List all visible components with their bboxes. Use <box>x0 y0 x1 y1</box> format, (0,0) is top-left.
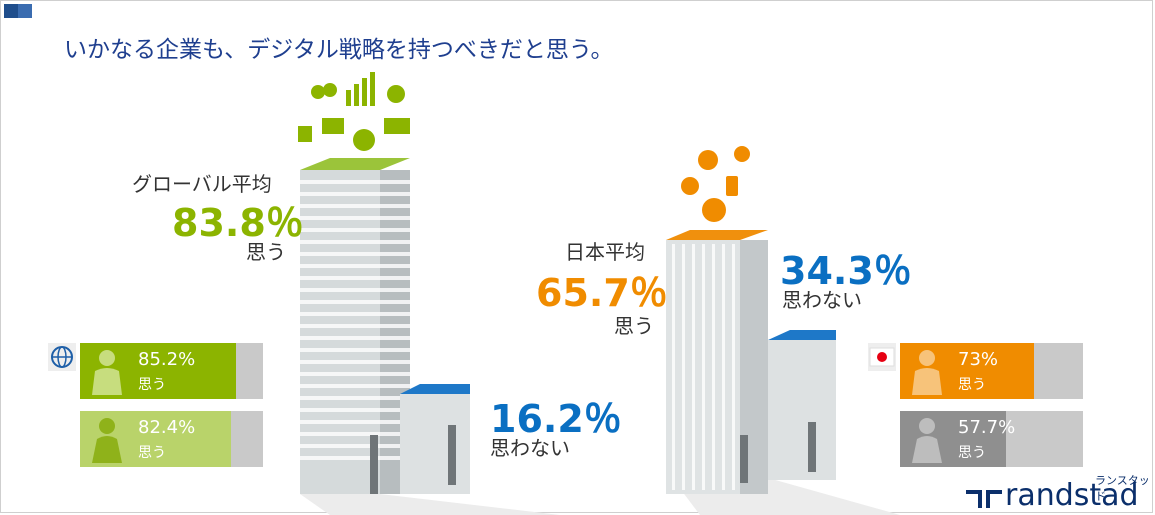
global-small-roof <box>400 384 470 394</box>
global-male-percent: 85.2% <box>138 349 196 370</box>
globe-flag <box>48 343 76 371</box>
randstad-logo-text: randstad <box>1005 478 1139 513</box>
japan-female-card: 57.7% 思う <box>900 411 1083 467</box>
global-yes-label: 思う <box>246 240 286 264</box>
global-tower-roof <box>300 158 410 170</box>
japan-yes-label: 思う <box>614 314 654 338</box>
woman-icon <box>92 418 122 463</box>
japan-female-bar-rest <box>1006 411 1083 467</box>
global-tower-stripes <box>300 180 410 460</box>
japan-yes-percent: 65.7％ <box>536 271 668 315</box>
japan-small-front <box>768 340 836 480</box>
global-small-door <box>448 425 456 485</box>
global-female-bar-rest <box>231 411 263 467</box>
page-title: いかなる企業も、デジタル戦略を持つべきだと思う。 <box>64 37 614 63</box>
corner-mark <box>4 4 18 18</box>
global-average-label: グローバル平均 <box>132 172 272 196</box>
ground-shadow <box>300 494 560 515</box>
globe-icon <box>51 346 73 368</box>
global-no-percent: 16.2％ <box>490 397 622 441</box>
japan-flag-icon <box>869 347 895 367</box>
corner-mark-2 <box>18 4 32 18</box>
japan-no-percent: 34.3％ <box>780 249 912 293</box>
man-icon <box>92 350 122 395</box>
japan-male-card: 73% 思う <box>900 343 1083 399</box>
japan-male-percent: 73% <box>958 349 999 370</box>
japan-tower-door <box>740 435 748 483</box>
randstad-logo-icon <box>966 490 1002 508</box>
woman-icon <box>912 418 942 463</box>
japan-small-door <box>808 422 816 472</box>
logo-kana: ランスタッド <box>1095 474 1150 503</box>
japan-no-label: 思わない <box>782 288 862 312</box>
global-female-percent: 82.4% <box>138 417 196 438</box>
japan-flag <box>868 343 896 371</box>
global-male-card: 85.2% 思う <box>80 343 263 399</box>
digital-icons-orange <box>681 146 750 222</box>
japan-male-label: 思う <box>958 377 986 393</box>
japan-tower-roof <box>666 230 768 240</box>
man-icon <box>912 350 942 395</box>
digital-icons-green <box>298 72 410 151</box>
global-female-label: 思う <box>138 445 166 461</box>
japan-tower-stripes <box>672 244 735 490</box>
global-male-bar-rest <box>236 343 263 399</box>
japan-female-label: 思う <box>958 445 986 461</box>
japan-average-label: 日本平均 <box>565 240 645 264</box>
global-yes-percent: 83.8％ <box>172 201 304 245</box>
japan-small-roof <box>768 330 836 340</box>
japan-male-bar-rest <box>1034 343 1083 399</box>
japan-female-percent: 57.7% <box>958 417 1016 438</box>
global-small-front <box>400 394 470 494</box>
global-tower-door <box>370 435 378 494</box>
global-male-label: 思う <box>138 377 166 393</box>
global-female-card: 82.4% 思う <box>80 411 263 467</box>
global-no-label: 思わない <box>490 436 570 460</box>
global-tower-front <box>300 170 380 494</box>
